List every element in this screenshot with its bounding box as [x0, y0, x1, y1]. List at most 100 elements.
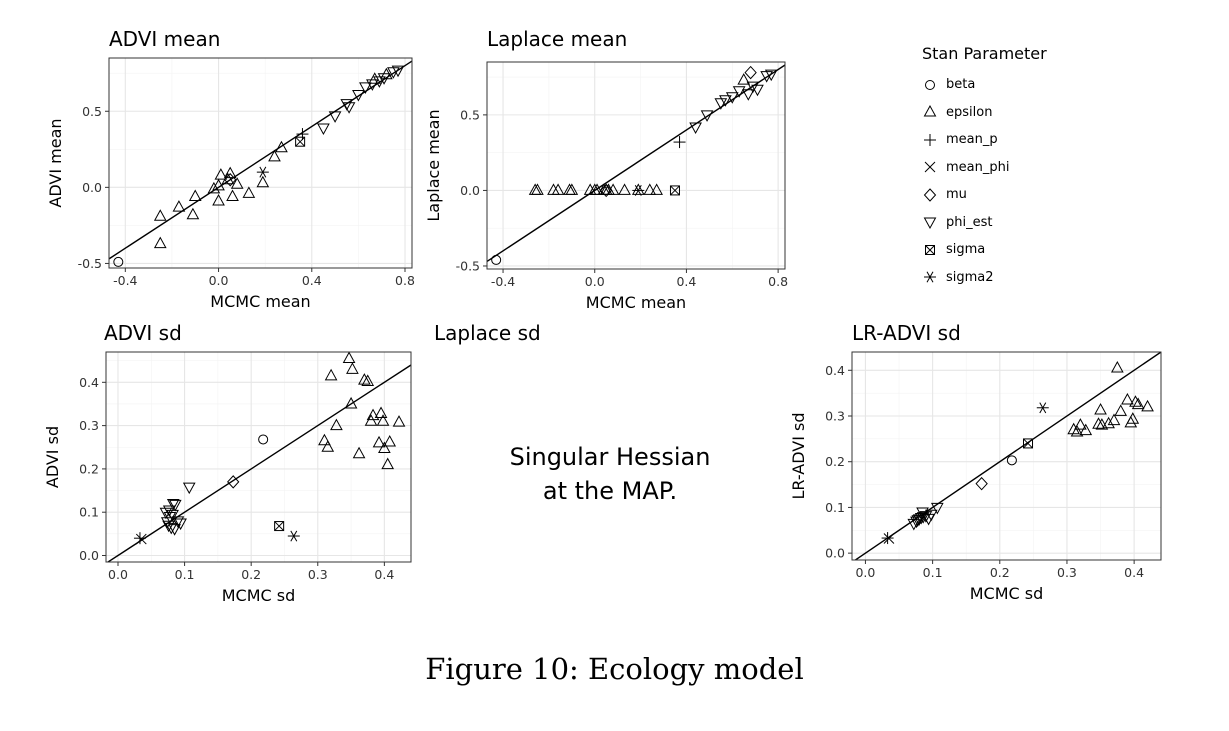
point-phi_est: [391, 65, 405, 78]
x-axis-label: MCMC mean: [586, 293, 686, 312]
y-axis-label: LR-ADVI sd: [789, 412, 808, 499]
point-phi_est: [366, 79, 379, 91]
y-axis-label: Laplace mean: [424, 109, 443, 221]
legend-item-mu: mu: [922, 181, 1047, 209]
panel-title: Laplace mean: [487, 27, 627, 51]
y-tick-label: 0.0: [460, 183, 480, 198]
plot-area: [487, 62, 785, 269]
panel-title: ADVI mean: [109, 27, 220, 51]
point-mu: [744, 65, 757, 80]
point-epsilon: [590, 183, 604, 195]
y-tick-label: 0.5: [82, 104, 102, 119]
y-axis-label: ADVI sd: [43, 426, 62, 488]
panel-title: ADVI sd: [104, 321, 182, 345]
point-sigma: [295, 136, 306, 147]
point-phi_est: [930, 502, 944, 515]
legend-marker: [924, 133, 936, 146]
point-sigma2: [1036, 402, 1049, 414]
point-mean_p: [881, 532, 894, 545]
point-epsilon: [392, 415, 406, 427]
point-epsilon: [631, 183, 645, 195]
point-epsilon: [565, 183, 579, 195]
point-epsilon: [1126, 412, 1140, 424]
singular-hessian-note: Singular Hessian at the MAP.: [490, 440, 730, 508]
plot-frame: [486, 61, 786, 270]
panel-laplace-mean: -0.4 0.0 0.4 0.8 -0.5 0.0 0.5 Laplace mean MCMC …: [424, 27, 788, 312]
point-mu: [227, 475, 240, 489]
point-epsilon: [1070, 424, 1084, 437]
point-epsilon: [1107, 413, 1121, 426]
note-line-1: Singular Hessian: [509, 443, 711, 471]
point-epsilon: [230, 177, 244, 189]
points: [881, 360, 1154, 545]
point-epsilon: [531, 183, 544, 195]
point-epsilon: [226, 189, 239, 201]
y-tick-label: 0.4: [825, 363, 845, 378]
legend-label: mu: [946, 187, 967, 203]
point-phi_est: [162, 520, 175, 533]
x-axis-label: MCMC sd: [970, 584, 1044, 603]
point-beta: [258, 434, 269, 445]
points: [113, 65, 405, 267]
point-epsilon: [268, 149, 281, 162]
y-tick-label: 0.3: [825, 409, 845, 424]
x-tick-label: 0.8: [768, 274, 788, 289]
point-sigma2: [256, 166, 269, 178]
point-phi_est: [164, 522, 178, 535]
plot-frame: [108, 57, 413, 269]
sigma2-marker-icon: [924, 271, 936, 283]
x-tick-label: 0.1: [175, 567, 195, 582]
point-phi_est: [174, 518, 187, 531]
x-tick-label: -0.4: [113, 273, 137, 288]
point-epsilon: [330, 418, 343, 431]
point-phi_est: [924, 509, 938, 522]
point-epsilon: [737, 73, 751, 85]
point-epsilon: [186, 207, 200, 220]
x-tick-label: 0.0: [108, 567, 128, 582]
y-tick-label: 0.3: [79, 418, 99, 433]
point-epsilon: [372, 435, 386, 448]
point-mean_p: [296, 128, 309, 141]
point-epsilon: [1129, 395, 1142, 407]
point-epsilon: [358, 373, 371, 385]
point-epsilon: [344, 396, 358, 409]
identity-line: [106, 364, 411, 562]
point-epsilon: [1110, 360, 1124, 373]
point-epsilon: [212, 194, 225, 206]
y-tick-label: 0.2: [79, 461, 99, 476]
point-epsilon: [1114, 404, 1128, 416]
point-phi_est: [166, 499, 180, 511]
point-epsilon: [383, 435, 397, 447]
point-epsilon: [256, 175, 270, 188]
x-axis-label: MCMC sd: [222, 586, 296, 605]
y-tick-label: -0.5: [78, 256, 102, 271]
point-epsilon: [1121, 392, 1134, 405]
x-tick-label: 0.4: [374, 567, 394, 582]
legend-label: beta: [946, 77, 976, 93]
legend-item-sigma: sigma: [922, 236, 1047, 264]
legend-label: sigma: [946, 242, 986, 258]
y-tick-label: 0.4: [79, 375, 99, 390]
point-epsilon: [1094, 403, 1107, 415]
point-epsilon: [188, 189, 202, 201]
legend-item-epsilon: epsilon: [922, 99, 1047, 127]
point-phi_est: [182, 482, 196, 495]
legend: Stan Parameter beta epsilon mean_p mean_phi…: [922, 44, 1047, 291]
legend-marker: [924, 271, 936, 283]
point-phi_est: [162, 505, 176, 518]
point-phi_est: [764, 69, 778, 82]
identity-line: [854, 352, 1161, 560]
mean-p-marker-icon: [924, 133, 936, 146]
point-epsilon: [242, 186, 256, 198]
point-phi_est: [700, 110, 714, 122]
x-tick-label: 0.8: [395, 273, 415, 288]
point-phi_est: [317, 123, 330, 136]
points: [491, 65, 778, 265]
y-tick-label: 0.1: [825, 500, 845, 515]
identity-line: [487, 64, 785, 263]
y-tick-label: 0.0: [825, 546, 845, 561]
x-tick-label: 0.0: [209, 273, 229, 288]
epsilon-marker-icon: [923, 105, 937, 117]
point-beta: [491, 254, 502, 265]
